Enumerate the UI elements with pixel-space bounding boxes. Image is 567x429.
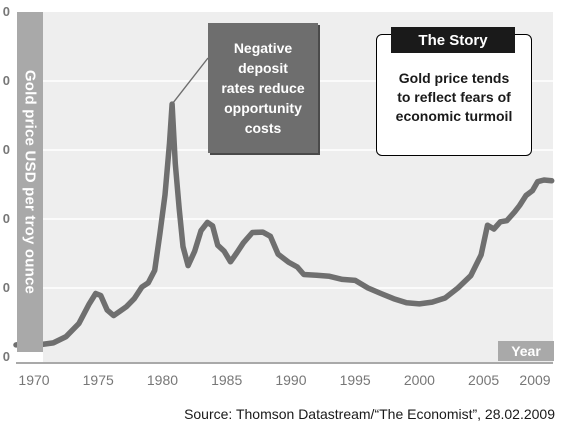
source-note: Source: Thomson Datastream/“The Economis… bbox=[184, 406, 555, 422]
x-tick-label: 2009 bbox=[519, 372, 550, 388]
y-tick-labels: 0 0 0 0 0 0 bbox=[3, 4, 10, 364]
y-tick-label: 0 bbox=[3, 280, 10, 295]
x-tick-label: 1980 bbox=[147, 372, 178, 388]
story-box: The Story Gold price tends to reflect fe… bbox=[376, 27, 532, 156]
x-tick-label: 1985 bbox=[211, 372, 242, 388]
y-tick-label: 0 bbox=[3, 73, 10, 88]
x-tick-label: 1995 bbox=[340, 372, 371, 388]
x-tick-labels: 1970 1975 1980 1985 1990 1995 2000 2005 2009 bbox=[18, 372, 550, 388]
story-title: The Story bbox=[391, 27, 515, 53]
y-tick-label: 0 bbox=[3, 4, 10, 19]
x-tick-label: 1990 bbox=[275, 372, 306, 388]
callout-pointer bbox=[171, 57, 209, 105]
x-tick-label: 1975 bbox=[83, 372, 114, 388]
x-tick-label: 2005 bbox=[468, 372, 499, 388]
x-tick-label: 1970 bbox=[18, 372, 49, 388]
negative-rates-callout: Negative deposit rates reduce opportunit… bbox=[208, 23, 318, 153]
x-tick-label: 2000 bbox=[404, 372, 435, 388]
y-axis-title: Gold price USD per troy ounce bbox=[21, 69, 39, 295]
gold-price-series-line bbox=[13, 101, 555, 348]
story-text: Gold price tends to reflect fears of eco… bbox=[395, 70, 513, 124]
x-axis-title: Year bbox=[498, 341, 554, 361]
y-tick-label: 0 bbox=[3, 349, 10, 364]
y-axis-title-box bbox=[17, 12, 43, 352]
y-tick-label: 0 bbox=[3, 142, 10, 157]
y-tick-label: 0 bbox=[3, 211, 10, 226]
